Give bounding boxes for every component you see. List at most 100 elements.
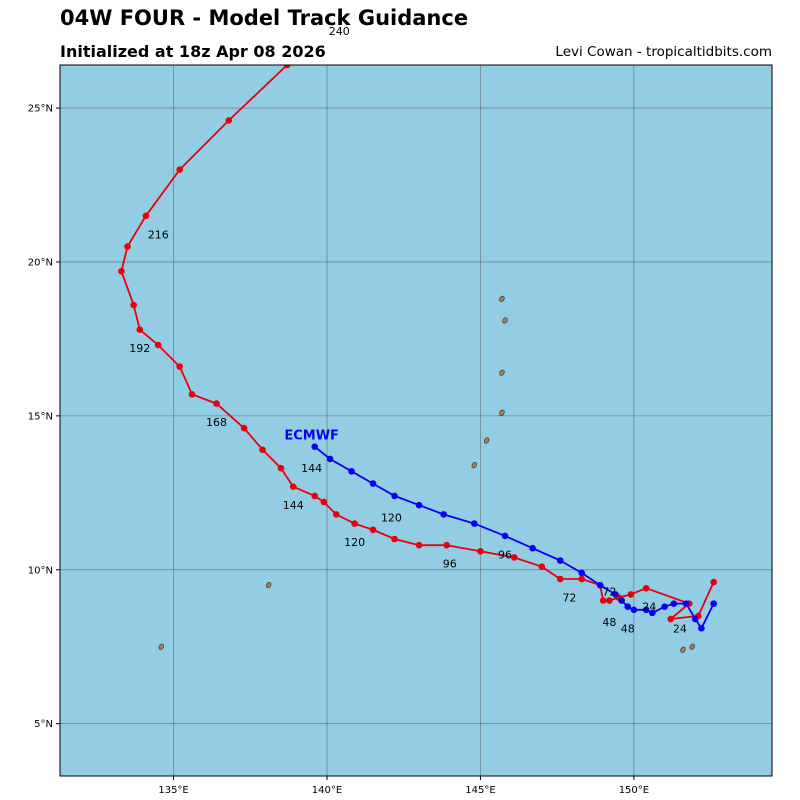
- forecast-hour-label: 216: [148, 228, 169, 241]
- red-track-point: [259, 446, 266, 454]
- red-track-point: [578, 575, 586, 583]
- forecast-hour-label: 120: [344, 536, 365, 549]
- ecmwf-track-point: [529, 544, 536, 552]
- lat-tick-label: 20°N: [28, 257, 53, 268]
- red-track-point: [176, 166, 183, 173]
- chart-title: 04W FOUR - Model Track Guidance: [60, 6, 469, 30]
- red-track-point: [154, 341, 162, 349]
- island-chuuk-a: [680, 646, 686, 653]
- red-track-point: [176, 363, 183, 370]
- red-track-point: [118, 267, 125, 275]
- red-track-point: [142, 212, 150, 220]
- red-track-point: [351, 520, 358, 527]
- ecmwf-track-point: [471, 520, 478, 527]
- red-track-point: [477, 548, 484, 555]
- ecmwf-track-point: [348, 467, 355, 475]
- red-track-point: [289, 483, 297, 490]
- ecmwf-track-point: [326, 455, 334, 463]
- land-features: [158, 295, 695, 653]
- red-track-point: [311, 492, 319, 500]
- ecmwf-track-point: [311, 443, 319, 450]
- forecast-hour-label: 24: [642, 601, 656, 614]
- red-track-point: [627, 591, 635, 598]
- ecmwf-track-point: [710, 600, 717, 607]
- island-yap: [265, 582, 272, 589]
- forecast-hour-label: 96: [498, 548, 512, 561]
- forecast-hour-label: 168: [206, 416, 227, 429]
- red-track-point: [369, 526, 377, 534]
- ecmwf-track-point: [618, 597, 625, 604]
- lat-tick-label: 15°N: [28, 411, 53, 422]
- ecmwf-track-point: [578, 569, 586, 577]
- chart-subtitle: Initialized at 18z Apr 08 2026: [60, 42, 326, 61]
- hour-labels: 24 48 72 96 120 144 168 192 216 240 24 48 72 96 120 144…: [129, 25, 687, 635]
- ecmwf-track-point: [596, 581, 604, 589]
- island-agrihan: [499, 295, 505, 303]
- ecmwf-track-point: [415, 501, 423, 509]
- red-track-point: [225, 117, 233, 124]
- forecast-hour-label: 192: [129, 342, 150, 355]
- credit-text: Levi Cowan - tropicaltidbits.com: [555, 44, 772, 60]
- red-track-point: [538, 563, 546, 571]
- ecmwf-track-point: [369, 480, 377, 487]
- red-track-point: [510, 554, 518, 561]
- map-frame: [59, 64, 773, 777]
- ecmwf-track-point: [661, 603, 668, 611]
- lon-tick-label: 135°E: [158, 785, 188, 796]
- ecmwf-track-point: [630, 606, 638, 614]
- forecast-hour-label: 72: [602, 585, 616, 598]
- ecmwf-track-point: [649, 609, 656, 617]
- lon-tick-label: 140°E: [312, 785, 342, 796]
- lon-tick-label: 150°E: [619, 785, 649, 796]
- ecmwf-track-point: [682, 600, 690, 607]
- red-track-point: [391, 535, 398, 543]
- red-track-point: [136, 326, 144, 334]
- lat-tick-label: 5°N: [34, 719, 53, 730]
- forecast-hour-label: 48: [621, 622, 635, 635]
- red-track-point: [130, 301, 137, 309]
- forecast-hour-label: 96: [443, 558, 457, 571]
- axis-ticks: 135°E 140°E 145°E 150°E 5°N 10°N 15°N 20°N 25°N: [28, 104, 649, 796]
- red-track-point: [320, 498, 328, 506]
- island-chuuk-b: [689, 643, 695, 650]
- ecmwf-track-point: [612, 591, 619, 598]
- red-track-point: [556, 575, 564, 583]
- red-track-point: [710, 578, 717, 586]
- red-track-point: [606, 597, 613, 604]
- island-pagan: [502, 317, 508, 324]
- forecast-hour-label: 48: [602, 616, 616, 629]
- ecmwf-track-point: [642, 606, 650, 614]
- red-track-point: [642, 584, 650, 592]
- island-saipan: [499, 409, 505, 416]
- island-palau: [158, 643, 165, 650]
- island-rota: [483, 437, 490, 444]
- forecast-hour-label: 144: [283, 499, 304, 512]
- red-track-point: [240, 424, 248, 432]
- ecmwf-track-point: [440, 511, 447, 518]
- red-track-point: [277, 464, 285, 472]
- ecmwf-track-point: [501, 532, 509, 540]
- ocean-background: [60, 65, 772, 776]
- forecast-hour-label: 240: [329, 25, 350, 38]
- ecmwf-track-point: [624, 603, 632, 611]
- lat-tick-label: 25°N: [28, 104, 53, 115]
- forecast-hour-label: 120: [381, 511, 402, 524]
- red-track-point: [443, 541, 450, 549]
- ecmwf-track-point: [391, 492, 398, 500]
- grid-lines: [60, 65, 772, 776]
- forecast-hour-label: 72: [562, 591, 576, 604]
- ecmwf-track-point: [556, 557, 564, 564]
- red-track-point: [599, 597, 607, 604]
- red-track-point: [667, 615, 675, 623]
- red-track-point: [188, 391, 196, 398]
- island-guam: [471, 462, 478, 469]
- ecmwf-track-point: [691, 615, 699, 623]
- track-points: [118, 65, 717, 632]
- red-track-point: [213, 400, 220, 407]
- red-track-point: [283, 65, 291, 69]
- forecast-hour-label: 24: [673, 622, 687, 635]
- red-track-point: [415, 541, 423, 549]
- island-anatahan: [499, 369, 505, 376]
- ecmwf-track-point: [670, 600, 678, 607]
